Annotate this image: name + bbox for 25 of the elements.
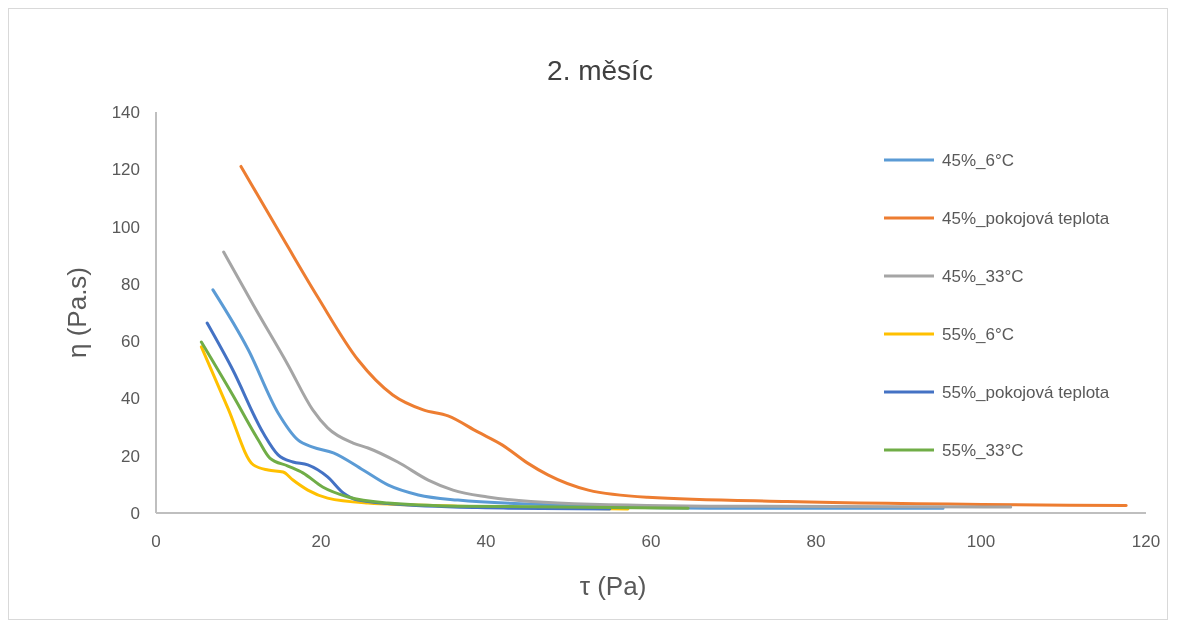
y-tick-label: 100 bbox=[111, 217, 140, 237]
x-tick-label: 60 bbox=[641, 532, 661, 551]
legend-label: 45%_6°C bbox=[942, 151, 1015, 170]
line-series bbox=[199, 340, 690, 510]
y-tick-label: 120 bbox=[111, 160, 140, 180]
x-tick-label: 80 bbox=[806, 532, 826, 551]
legend-label: 45%_pokojová teplota bbox=[942, 209, 1110, 228]
legend-label: 55%_6°C bbox=[942, 325, 1015, 344]
chart-title: 2. měsíc bbox=[547, 55, 653, 86]
legend-label: 55%_pokojová teplota bbox=[942, 383, 1110, 402]
x-tick-label: 100 bbox=[966, 532, 996, 551]
legend-label: 55%_33°C bbox=[942, 441, 1024, 460]
x-tick-label: 0 bbox=[151, 532, 161, 551]
y-tick-label: 140 bbox=[111, 103, 140, 122]
y-tick-label: 20 bbox=[121, 446, 140, 466]
y-tick-label: 0 bbox=[130, 504, 140, 523]
x-tick-label: 40 bbox=[476, 532, 496, 551]
legend-label: 45%_33°C bbox=[942, 267, 1024, 286]
y-tick-label: 60 bbox=[121, 332, 140, 352]
y-tick-label: 80 bbox=[121, 274, 140, 294]
x-axis-title: τ (Pa) bbox=[579, 571, 647, 601]
x-tick-label: 120 bbox=[1131, 532, 1161, 551]
x-tick-label: 20 bbox=[311, 532, 331, 551]
y-tick-label: 40 bbox=[121, 389, 140, 409]
y-axis-title: η (Pa.s) bbox=[62, 266, 92, 359]
